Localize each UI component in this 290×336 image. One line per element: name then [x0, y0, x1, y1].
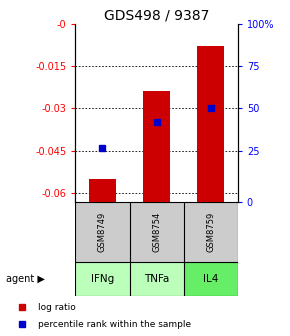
- Bar: [184, 262, 238, 296]
- Bar: [184, 202, 238, 262]
- Text: TNFa: TNFa: [144, 274, 169, 284]
- Text: GSM8759: GSM8759: [206, 212, 215, 252]
- Bar: [130, 202, 184, 262]
- Bar: [143, 91, 170, 202]
- Bar: [89, 179, 116, 202]
- Text: log ratio: log ratio: [38, 303, 76, 312]
- Bar: [75, 262, 130, 296]
- Text: agent ▶: agent ▶: [6, 274, 45, 284]
- Text: GSM8749: GSM8749: [98, 212, 107, 252]
- Text: IL4: IL4: [203, 274, 218, 284]
- Bar: [130, 262, 184, 296]
- Text: IFNg: IFNg: [91, 274, 114, 284]
- Title: GDS498 / 9387: GDS498 / 9387: [104, 8, 209, 23]
- Text: GSM8754: GSM8754: [152, 212, 161, 252]
- Text: percentile rank within the sample: percentile rank within the sample: [38, 320, 191, 329]
- Bar: [75, 202, 130, 262]
- Bar: [197, 46, 224, 202]
